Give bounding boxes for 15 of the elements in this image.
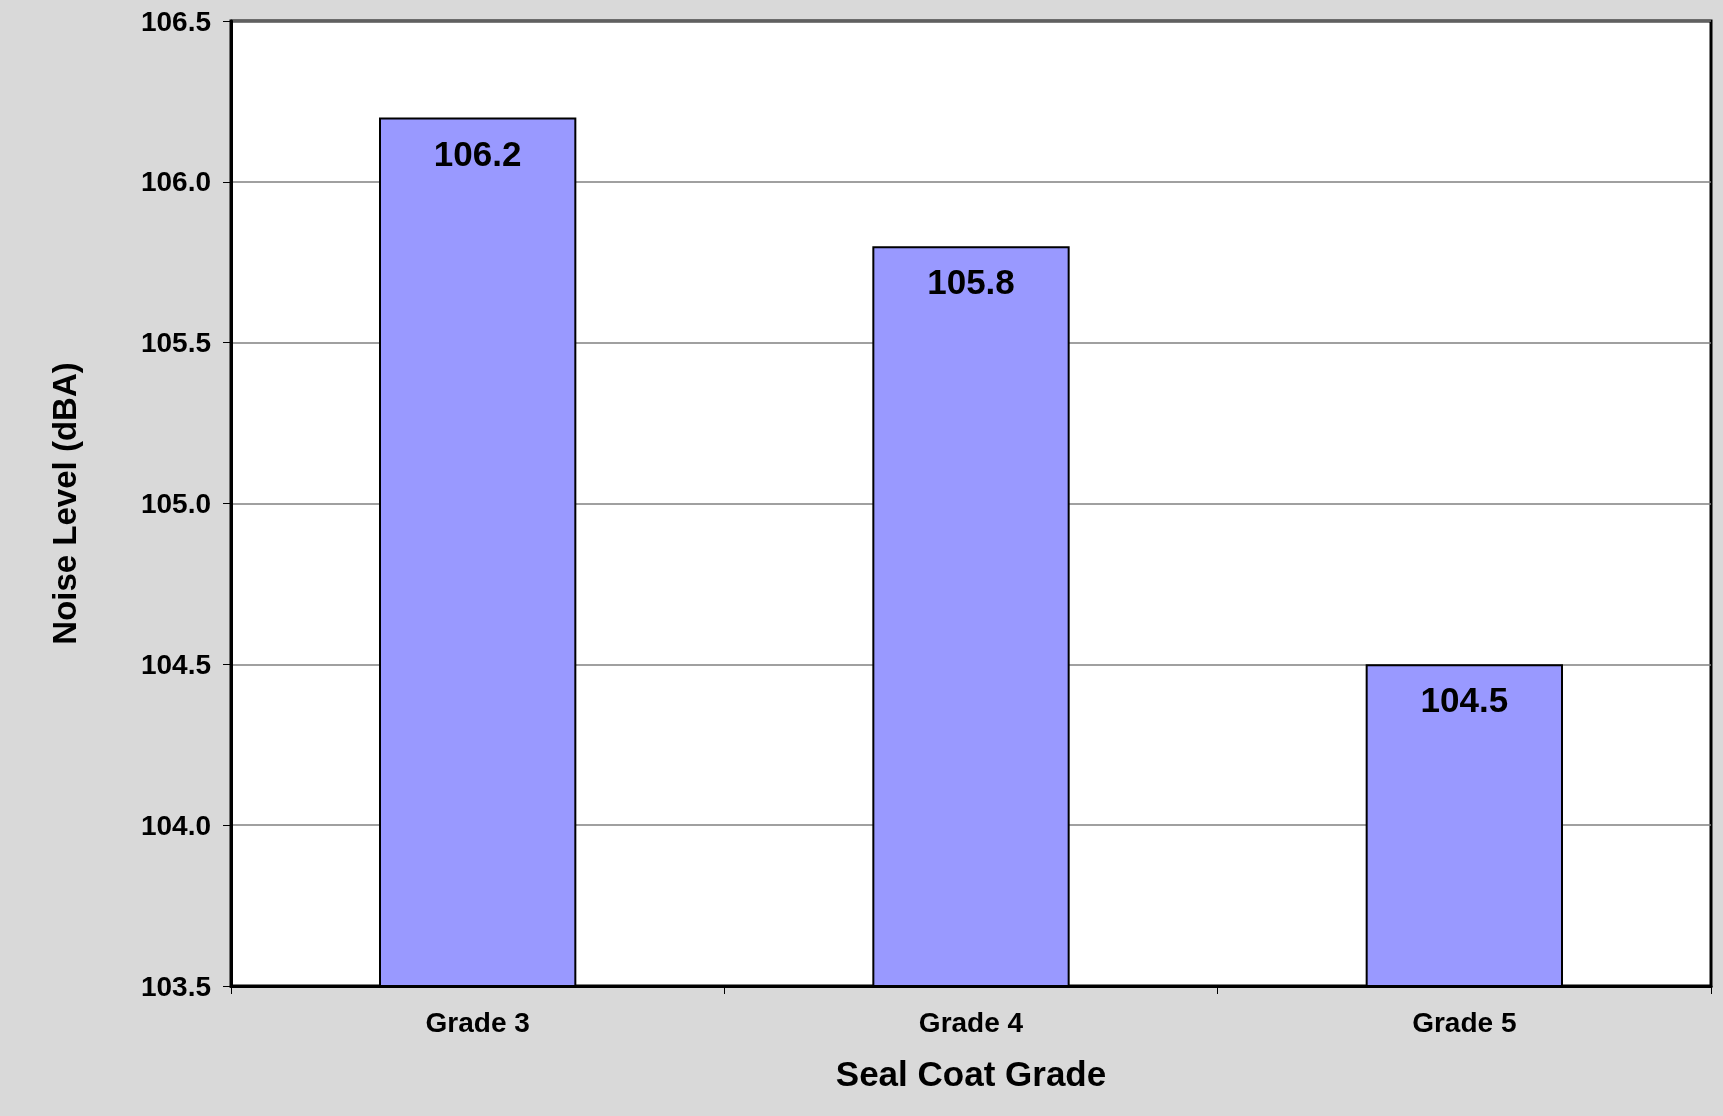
y-tick-label: 106.0 bbox=[140, 166, 211, 198]
y-tick-label: 104.0 bbox=[140, 809, 211, 841]
y-tick-label: 104.5 bbox=[140, 648, 211, 680]
y-tick-label: 105.0 bbox=[140, 488, 211, 519]
data-label: 106.2 bbox=[433, 133, 522, 173]
data-label: 104.5 bbox=[1420, 680, 1509, 720]
y-axis-title: Noise Level (dBA) bbox=[46, 362, 83, 645]
x-axis-title: Seal Coat Grade bbox=[835, 1054, 1107, 1093]
y-tick-label: 105.5 bbox=[140, 327, 211, 359]
x-tick-label: Grade 5 bbox=[1412, 1006, 1517, 1038]
y-tick-label: 103.5 bbox=[140, 970, 211, 1002]
data-label: 105.8 bbox=[927, 262, 1015, 302]
y-tick-label: 106.5 bbox=[140, 5, 211, 37]
x-tick-label: Grade 4 bbox=[918, 1006, 1024, 1038]
x-tick-label: Grade 3 bbox=[425, 1006, 530, 1038]
